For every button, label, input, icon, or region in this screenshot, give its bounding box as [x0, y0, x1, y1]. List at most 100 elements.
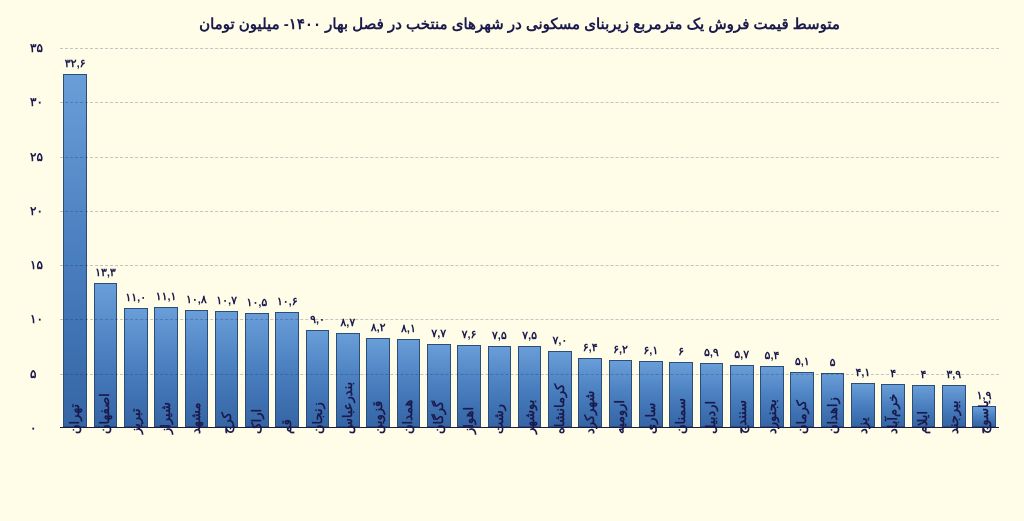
bar-slot: ۶ [666, 48, 696, 427]
bar-slot: ۵ [817, 48, 847, 427]
bar-slot: ۱۱,۰ [121, 48, 151, 427]
y-tick: ۵ [30, 367, 58, 381]
bar-value-label: ۱۰,۵ [247, 296, 268, 309]
bar-slot: ۱۰,۶ [272, 48, 302, 427]
bar-value-label: ۱۰,۸ [186, 293, 207, 306]
x-label: شهرکرد [582, 391, 598, 434]
x-label-slot: مشهد [181, 428, 211, 508]
bar-slot: ۸,۱ [393, 48, 423, 427]
grid-line [60, 48, 999, 49]
x-label: بجنورد [764, 399, 780, 434]
y-tick: ۲۰ [30, 204, 58, 218]
x-label-slot: ساری [636, 428, 666, 508]
x-label-slot: یزد [848, 428, 878, 508]
x-label: بوشهر [522, 400, 538, 434]
bar-value-label: ۶ [678, 345, 684, 358]
bar-slot: ۱۰,۵ [242, 48, 272, 427]
bar-value-label: ۵,۱ [795, 355, 810, 368]
bar-value-label: ۶,۱ [643, 344, 658, 357]
x-label: شیراز [158, 402, 174, 434]
x-label: بندرعباس [340, 382, 356, 434]
bar-slot: ۸,۷ [333, 48, 363, 427]
x-label: ساری [643, 403, 659, 434]
x-label: مشهد [188, 403, 204, 434]
y-tick: ۱۰ [30, 312, 58, 326]
bar-slot: ۹,۰ [302, 48, 332, 427]
x-label: اهواز [461, 407, 477, 434]
x-label-slot: تهران [60, 428, 90, 508]
bar-value-label: ۵,۷ [734, 348, 749, 361]
x-label-slot: بجنورد [757, 428, 787, 508]
bar: ۱۰,۷ [215, 311, 239, 427]
x-label-slot: همدان [393, 428, 423, 508]
grid-line [60, 211, 999, 212]
x-label-slot: اصفهان [90, 428, 120, 508]
x-label: قم [279, 419, 295, 434]
y-tick: ۰ [30, 421, 58, 435]
x-label-slot: ارومیه [605, 428, 635, 508]
bar-value-label: ۴,۱ [855, 366, 870, 379]
bars-group: ۳۲,۶۱۳,۳۱۱,۰۱۱,۱۱۰,۸۱۰,۷۱۰,۵۱۰,۶۹,۰۸,۷۸,… [60, 48, 999, 428]
bar-value-label: ۶,۲ [613, 343, 628, 356]
bar-slot: ۶,۴ [575, 48, 605, 427]
x-label-slot: یاسوج [969, 428, 999, 508]
y-tick: ۳۰ [30, 95, 58, 109]
x-label-slot: خرم‌آباد [878, 428, 908, 508]
x-label: تبریز [128, 408, 144, 434]
bar-slot: ۸,۲ [363, 48, 393, 427]
bar-slot: ۴ [878, 48, 908, 427]
bar-slot: ۴ [908, 48, 938, 427]
bar-slot: ۳۲,۶ [60, 48, 90, 427]
bar-slot: ۷,۰ [545, 48, 575, 427]
bar-slot: ۵,۴ [757, 48, 787, 427]
bar-value-label: ۱۰,۶ [277, 295, 298, 308]
bar-slot: ۷,۶ [454, 48, 484, 427]
bar-slot: ۱,۹ [969, 48, 999, 427]
x-label: خرم‌آباد [885, 394, 901, 434]
bar-value-label: ۸,۷ [340, 316, 355, 329]
x-label: سمنان [673, 398, 689, 434]
x-label: زنجان [310, 402, 326, 434]
x-label: کرمان [794, 400, 810, 434]
x-label-slot: زاهدان [817, 428, 847, 508]
bar-slot: ۷,۵ [484, 48, 514, 427]
x-label-slot: بندرعباس [333, 428, 363, 508]
x-label-slot: قزوین [363, 428, 393, 508]
bar-slot: ۱۱,۱ [151, 48, 181, 427]
bar-slot: ۴,۱ [848, 48, 878, 427]
bar-slot: ۷,۵ [514, 48, 544, 427]
bar-value-label: ۱۰,۷ [216, 294, 237, 307]
x-label-slot: ایلام [908, 428, 938, 508]
x-label: اصفهان [97, 393, 113, 434]
bar: ۱۰,۶ [275, 312, 299, 427]
x-label-slot: شیراز [151, 428, 181, 508]
x-label-slot: رشت [484, 428, 514, 508]
grid-line [60, 265, 999, 266]
x-label-slot: اردبیل [696, 428, 726, 508]
bar-value-label: ۱۱,۰ [125, 291, 146, 304]
x-label-slot: شهرکرد [575, 428, 605, 508]
x-label-slot: بیرجند [939, 428, 969, 508]
bar-value-label: ۱۳,۳ [95, 266, 116, 279]
x-label: اراک [249, 409, 265, 434]
bar-value-label: ۳۲,۶ [65, 57, 86, 70]
bar-value-label: ۷,۵ [522, 329, 537, 342]
bar-value-label: ۷,۰ [552, 334, 567, 347]
x-label: یزد [855, 417, 871, 434]
x-label: ارومیه [612, 400, 628, 434]
bar-value-label: ۸,۲ [371, 321, 386, 334]
plot-area: ۰۵۱۰۱۵۲۰۲۵۳۰۳۵ ۳۲,۶۱۳,۳۱۱,۰۱۱,۱۱۰,۸۱۰,۷۱… [60, 48, 999, 428]
chart-container: متوسط قیمت فروش یک مترمربع زیربنای مسکون… [0, 0, 1024, 521]
bar-value-label: ۷,۶ [462, 328, 477, 341]
y-tick: ۳۵ [30, 41, 58, 55]
x-label: بیرجند [946, 401, 962, 435]
x-label-slot: گرگان [424, 428, 454, 508]
x-label: زاهدان [825, 397, 841, 434]
x-label: سنندج [734, 400, 750, 434]
bar-value-label: ۵ [830, 356, 836, 369]
x-label-slot: سمنان [666, 428, 696, 508]
bar-slot: ۶,۲ [605, 48, 635, 427]
x-label-slot: کرج [211, 428, 241, 508]
x-label: همدان [400, 400, 416, 434]
bar-slot: ۳,۹ [939, 48, 969, 427]
